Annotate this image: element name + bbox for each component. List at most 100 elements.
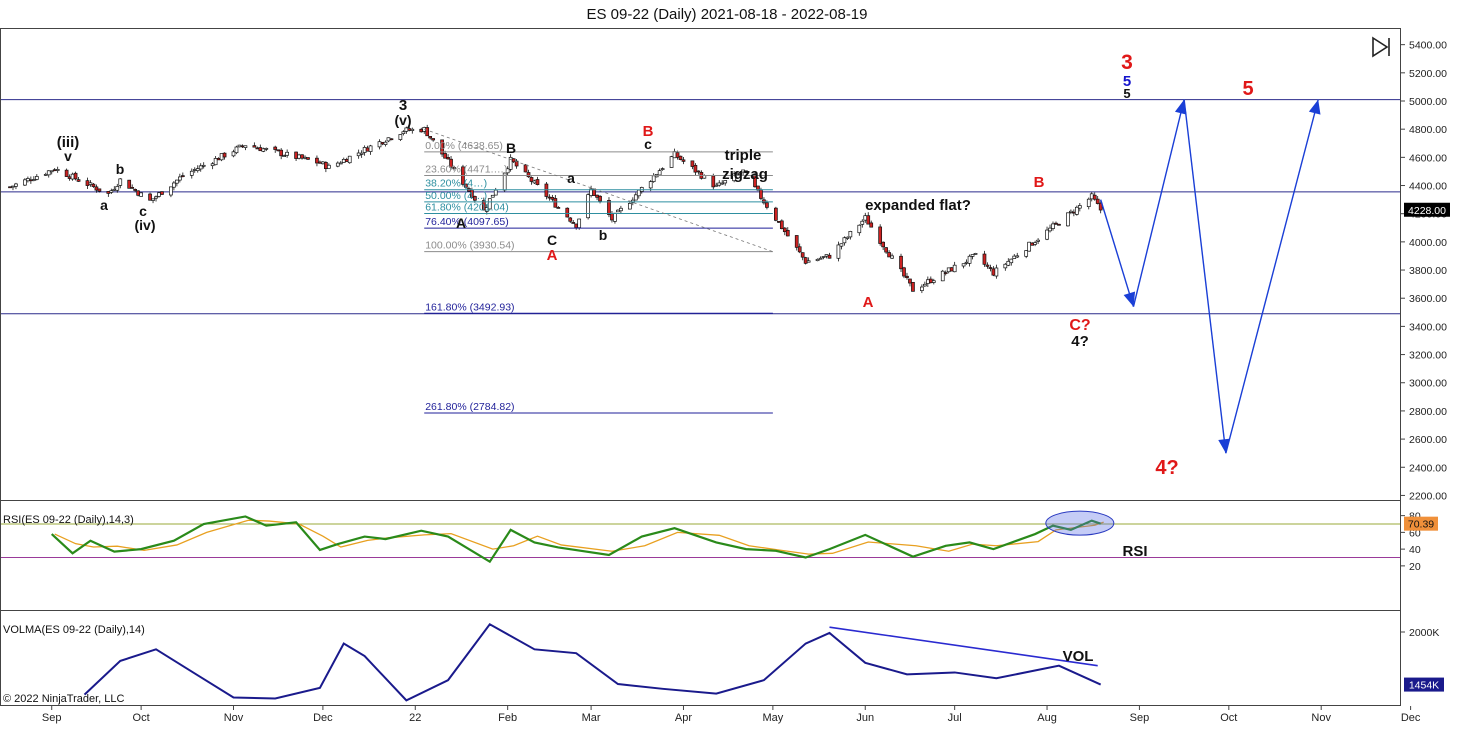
candle-body xyxy=(493,189,498,196)
wave-label-C-black: C xyxy=(547,232,557,248)
candle-body xyxy=(237,144,242,148)
wave-label-b2: b xyxy=(599,227,608,243)
candle-body xyxy=(91,183,96,187)
candle-body xyxy=(619,207,623,212)
x-tick-label: Oct xyxy=(1220,712,1237,724)
candle-body xyxy=(356,152,361,157)
candle-body xyxy=(738,172,742,175)
wave-label-A-black: A xyxy=(456,215,466,231)
candle-body xyxy=(252,145,257,148)
candle-body xyxy=(180,175,185,177)
candle-body xyxy=(866,215,871,225)
volume-layer xyxy=(83,622,1102,702)
candle-body xyxy=(428,136,433,139)
price-tick-label: 4400.00 xyxy=(1409,181,1447,193)
candle-body xyxy=(565,207,570,218)
candle-body xyxy=(931,280,936,283)
x-tick-label: Oct xyxy=(133,712,150,724)
candle-body xyxy=(240,145,245,148)
x-tick-label: Feb xyxy=(498,712,517,724)
candle-body xyxy=(1015,255,1020,258)
candle-body xyxy=(473,196,477,201)
candle-body xyxy=(887,252,891,258)
candle-body xyxy=(76,179,81,182)
copyright-text: © 2022 NinjaTrader, LLC xyxy=(3,693,124,705)
candle-body xyxy=(315,157,319,164)
fib-label-4: 61.80% (4201.04) xyxy=(425,202,508,214)
candle-body xyxy=(106,191,111,194)
x-tick-label: Sep xyxy=(1130,712,1150,724)
candle-body xyxy=(681,159,686,162)
candle-body xyxy=(762,199,766,204)
rsi-panel[interactable] xyxy=(0,500,1401,611)
price-tick-label: 4000.00 xyxy=(1409,237,1447,249)
candle-body xyxy=(404,127,409,132)
candle-body xyxy=(818,257,823,260)
candle-body xyxy=(800,252,805,258)
candle-body xyxy=(324,161,328,169)
price-last-value-tag xyxy=(1404,202,1450,217)
candle-body xyxy=(1057,223,1061,226)
candle-body xyxy=(648,181,653,189)
price-tick-label: 4800.00 xyxy=(1409,124,1447,136)
rsi-layer xyxy=(1,510,1400,564)
candle-body xyxy=(148,193,152,201)
candle-body xyxy=(279,149,284,157)
price-panel[interactable] xyxy=(0,28,1401,501)
wave-label-iv: (iv) xyxy=(135,217,156,233)
candle-body xyxy=(911,281,915,292)
candle-body xyxy=(890,255,894,259)
candle-body xyxy=(613,212,617,222)
candle-body xyxy=(139,192,143,197)
wave-label-iii: (iii) xyxy=(57,134,80,151)
candle-body xyxy=(610,213,614,221)
candle-body xyxy=(321,161,325,165)
candle-body xyxy=(318,161,322,164)
fib-label-8: 261.80% (2784.82) xyxy=(425,401,514,413)
candle-body xyxy=(294,151,298,159)
fib-label-5: 76.40% (4097.65) xyxy=(425,216,508,228)
volume-panel[interactable] xyxy=(0,610,1401,706)
x-tick-label: Dec xyxy=(313,712,333,724)
candle-body xyxy=(359,152,364,155)
candle-body xyxy=(607,200,611,215)
candle-body xyxy=(300,154,304,159)
price-tick-label: 3000.00 xyxy=(1409,378,1447,390)
price-tick-label: 2600.00 xyxy=(1409,434,1447,446)
candle-body xyxy=(961,263,966,267)
x-tick-label: Dec xyxy=(1401,712,1421,724)
scroll-to-end-icon[interactable] xyxy=(1369,36,1393,58)
candle-body xyxy=(908,278,912,284)
candle-body xyxy=(630,199,635,203)
candle-body xyxy=(765,202,769,208)
candle-body xyxy=(73,172,78,180)
candle-body xyxy=(946,267,951,273)
rsi-line xyxy=(50,515,1102,564)
x-tick-label: Aug xyxy=(1037,712,1057,724)
candle-body xyxy=(836,244,841,259)
fibonacci-layer: 0.00% (4638.65) 23.60% (4471.…) 38.20% (4…… xyxy=(424,128,774,414)
candle-body xyxy=(109,190,114,193)
wave-label-triple: triple xyxy=(725,147,762,164)
candle-body xyxy=(341,158,346,163)
candle-body xyxy=(487,198,492,210)
candle-body xyxy=(508,156,513,170)
projection-arrowhead-3 xyxy=(1308,99,1321,115)
candle-body xyxy=(389,138,394,141)
candle-body xyxy=(991,268,996,276)
candle-body xyxy=(1030,242,1034,246)
wave-labels: (iii) v a b c (iv) 3 (v) A B C a b c A B… xyxy=(57,51,1254,479)
candle-body xyxy=(213,158,218,166)
candle-body xyxy=(234,146,239,154)
candle-body xyxy=(169,186,173,196)
x-tick-label: Jul xyxy=(948,712,962,724)
candle-body xyxy=(723,180,728,184)
rsi-highlight-ellipse xyxy=(1045,510,1115,536)
rsi-last-value-tag xyxy=(1404,516,1438,531)
candle-body xyxy=(130,187,135,189)
candle-body xyxy=(925,279,930,284)
volume-last-value-tag xyxy=(1404,677,1444,692)
candle-body xyxy=(216,157,221,161)
candle-body xyxy=(219,153,224,161)
wave-label-4q-red: 4? xyxy=(1155,457,1178,479)
